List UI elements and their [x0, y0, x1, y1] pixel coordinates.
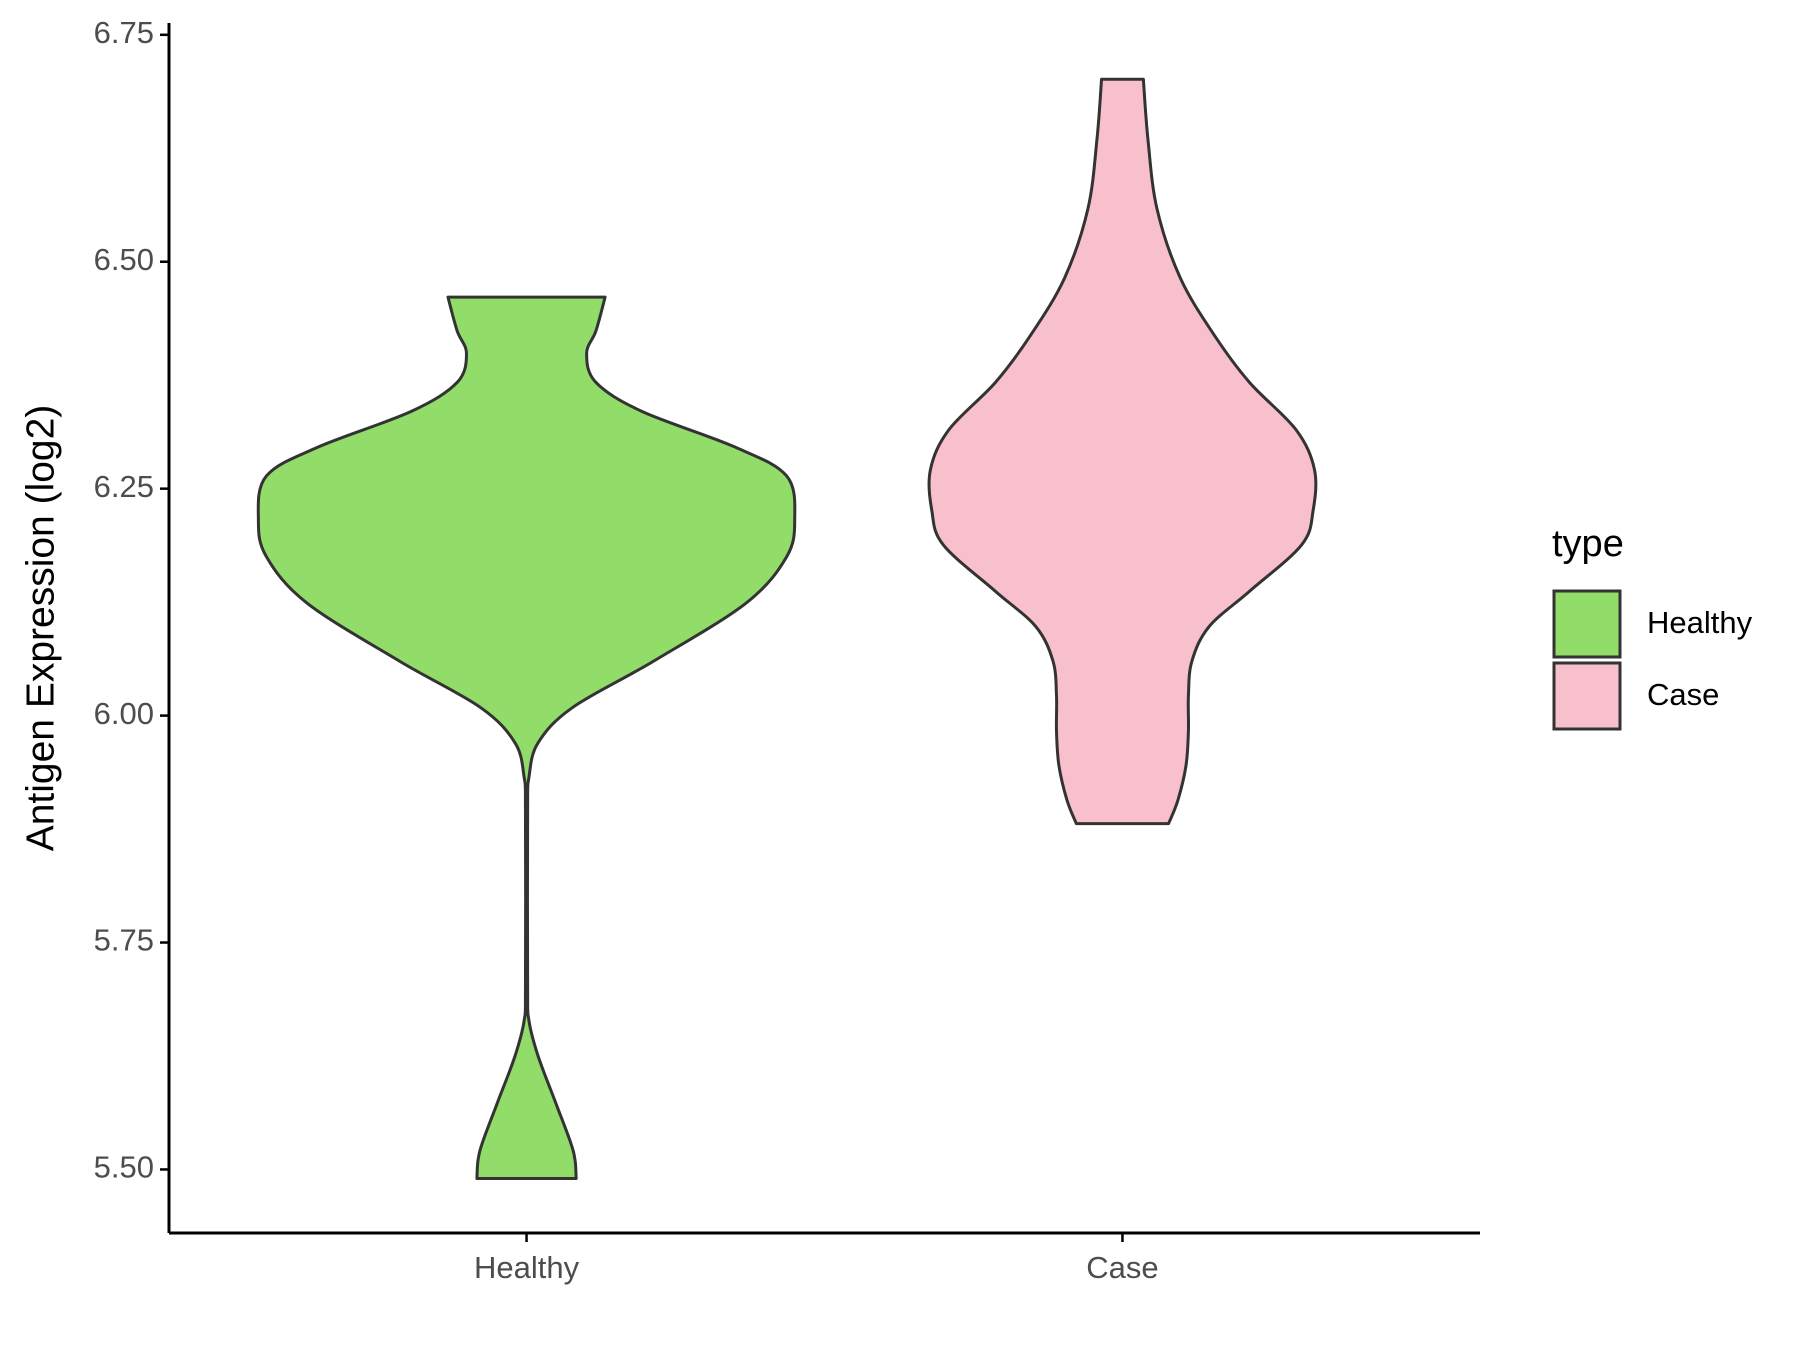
- y-tick-label: 6.50: [94, 242, 154, 277]
- legend-key: [1552, 589, 1622, 659]
- y-tick-label: 6.75: [94, 15, 154, 50]
- y-axis-title: Antigen Expression (log2): [19, 405, 62, 852]
- violin: [256, 295, 797, 1181]
- violin: [927, 77, 1318, 826]
- x-tick-label: Healthy: [474, 1250, 580, 1285]
- y-tick-label: 5.50: [94, 1150, 154, 1185]
- legend-title: type: [1552, 523, 1624, 565]
- y-tick-label: 6.25: [94, 469, 154, 504]
- y-tick-label: 5.75: [94, 923, 154, 958]
- legend-label: Healthy: [1647, 605, 1753, 640]
- y-tick-label: 6.00: [94, 696, 154, 731]
- x-tick-label: Case: [1086, 1250, 1158, 1285]
- legend-key: [1552, 661, 1622, 731]
- legend-label: Case: [1647, 677, 1719, 712]
